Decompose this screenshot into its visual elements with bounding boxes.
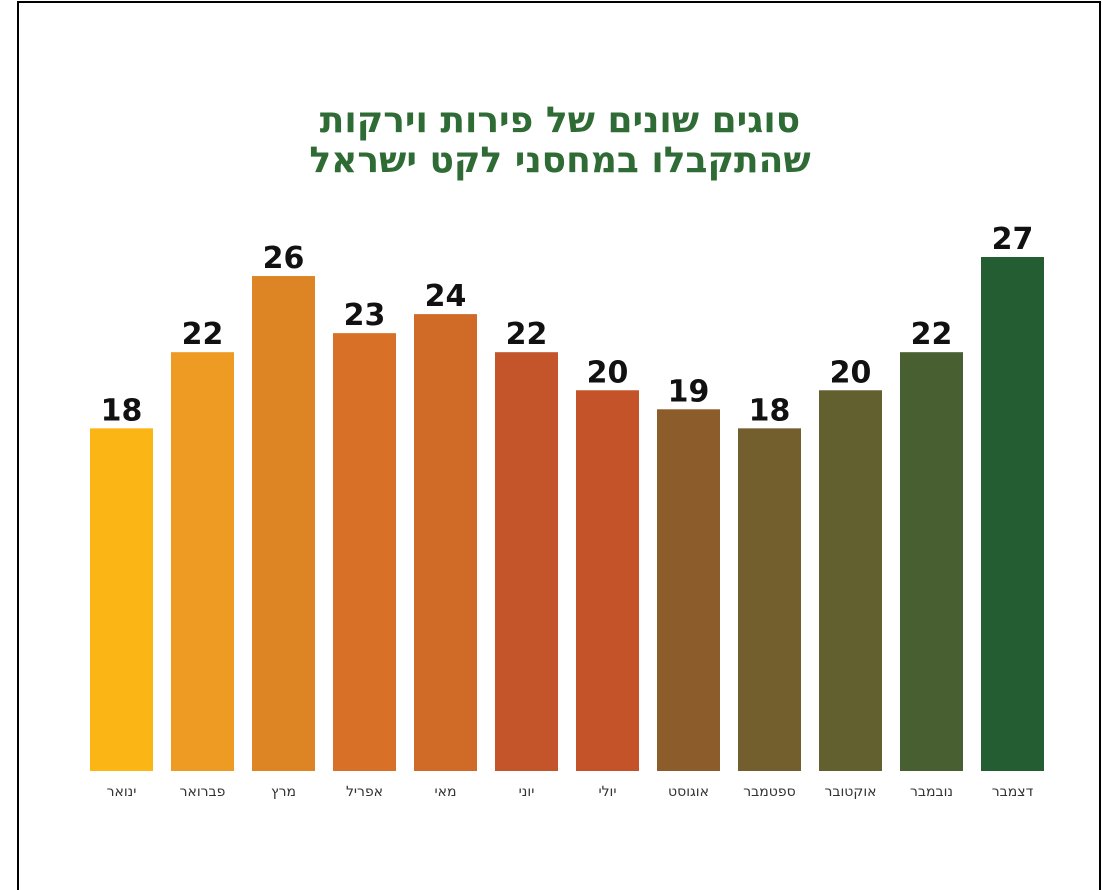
x-tick-label: אוקטובר [825,784,877,800]
x-tick-label: דצמבר [992,784,1034,800]
value-label: 26 [263,241,305,276]
value-label: 22 [911,317,953,352]
bar [819,390,882,771]
frame [17,1,1101,890]
chart-title: שהתקבלו במחסני לקט ישראל [309,140,810,181]
bar [414,314,477,771]
x-tick-label: נובמבר [910,784,953,800]
value-label: 27 [992,222,1034,257]
x-tick-label: מאי [435,784,457,800]
value-label: 19 [668,374,710,409]
bar [495,352,558,771]
x-tick-label: פברואר [180,784,226,800]
bar [333,333,396,771]
bar [90,428,153,771]
x-tick-label: ינואר [107,784,137,800]
bar [981,257,1044,771]
chart-title: סוגים שונים של פירות וירקות [320,100,800,141]
value-label: 22 [182,317,224,352]
bar [657,409,720,771]
value-label: 18 [101,393,143,428]
x-tick-label: יוני [519,784,535,800]
x-tick-label: ספטמבר [743,784,795,800]
bar [252,276,315,771]
value-label: 22 [506,317,548,352]
value-label: 20 [830,355,872,390]
x-tick-label: אפריל [346,784,383,800]
bar [576,390,639,771]
bar [738,428,801,771]
value-label: 23 [344,298,386,333]
value-label: 20 [587,355,629,390]
x-tick-label: יולי [598,784,616,800]
value-label: 18 [749,393,791,428]
bar [171,352,234,771]
x-tick-label: אוגוסט [668,784,709,800]
value-label: 24 [425,279,467,314]
x-tick-label: מרץ [271,784,296,800]
bar [900,352,963,771]
